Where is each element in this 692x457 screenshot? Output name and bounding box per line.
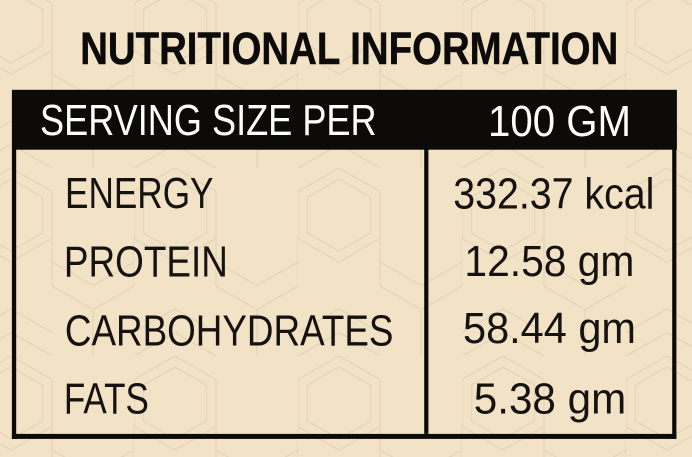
svg-text:FATS: FATS	[64, 375, 149, 424]
svg-text:SERVING SIZE PER: SERVING SIZE PER	[40, 96, 377, 145]
svg-text:100 GM: 100 GM	[488, 97, 631, 146]
svg-text:ENERGY: ENERGY	[65, 169, 214, 218]
svg-text:5.38 gm: 5.38 gm	[474, 374, 626, 423]
svg-text:12.58 gm: 12.58 gm	[464, 237, 634, 286]
svg-text:58.44 gm: 58.44 gm	[463, 304, 636, 353]
svg-text:332.37 kcal: 332.37 kcal	[453, 170, 654, 219]
svg-text:CARBOHYDRATES: CARBOHYDRATES	[65, 306, 394, 355]
svg-text:NUTRITIONAL INFORMATION: NUTRITIONAL INFORMATION	[80, 23, 618, 74]
svg-text:PROTEIN: PROTEIN	[64, 238, 228, 287]
